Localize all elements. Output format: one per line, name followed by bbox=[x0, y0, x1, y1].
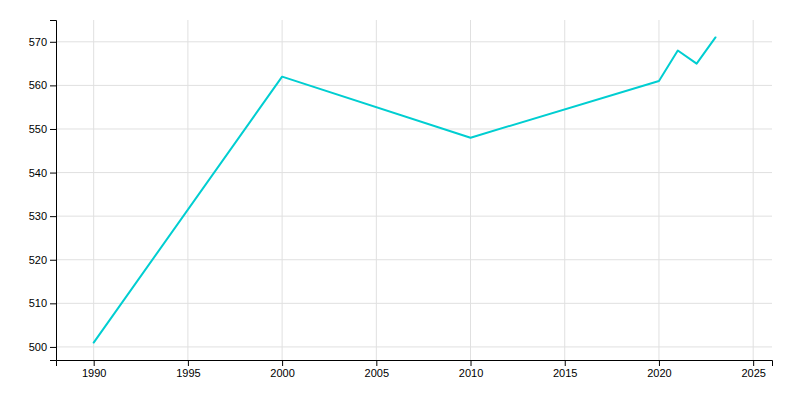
x-axis-tick-mark bbox=[94, 360, 95, 366]
grid-line-y bbox=[56, 259, 772, 260]
x-axis-tick: 2000 bbox=[270, 360, 294, 379]
y-axis-tick: 540 bbox=[29, 167, 56, 179]
y-axis: 500 510 520 530 540 550 560 570 bbox=[29, 21, 57, 361]
chart: 1990 1995 2000 2005 2010 2015 2020 2025 500 510 52… bbox=[0, 0, 800, 400]
x-axis-tick-label: 2020 bbox=[647, 367, 671, 379]
x-axis-tick: 2025 bbox=[741, 360, 765, 379]
y-axis-tick-mark bbox=[50, 347, 56, 348]
y-axis-tick-label: 520 bbox=[29, 254, 47, 266]
y-axis-tick-label: 500 bbox=[29, 341, 47, 353]
grid bbox=[56, 20, 772, 360]
grid-line-x bbox=[187, 20, 188, 360]
x-axis-tick: 2005 bbox=[365, 360, 389, 379]
y-axis-tick-label: 550 bbox=[29, 123, 47, 135]
y-axis-tick: 560 bbox=[29, 79, 56, 91]
x-axis-tick-mark bbox=[659, 360, 660, 366]
y-axis-tick: 530 bbox=[29, 210, 56, 222]
grid-line-y bbox=[56, 128, 772, 129]
grid-line-x bbox=[93, 20, 94, 360]
y-axis-tick-label: 530 bbox=[29, 210, 47, 222]
grid-line-x bbox=[564, 20, 565, 360]
x-axis-line bbox=[57, 361, 773, 367]
x-axis-tick-label: 2000 bbox=[270, 367, 294, 379]
grid-line-y bbox=[56, 85, 772, 86]
grid-line-y bbox=[56, 216, 772, 217]
plot: 1990 1995 2000 2005 2010 2015 2020 2025 500 510 52… bbox=[29, 20, 773, 379]
y-axis-tick: 510 bbox=[29, 297, 56, 309]
grid-line-x bbox=[753, 20, 754, 360]
x-axis-tick-mark bbox=[471, 360, 472, 366]
y-axis-tick-mark bbox=[50, 303, 56, 304]
x-axis-tick: 1990 bbox=[82, 360, 106, 379]
grid-line-y bbox=[56, 41, 772, 42]
y-axis-tick-label: 510 bbox=[29, 297, 47, 309]
y-axis-tick-label: 560 bbox=[29, 79, 47, 91]
y-axis-tick-mark bbox=[50, 260, 56, 261]
grid-line-y bbox=[56, 172, 772, 173]
grid-line-y bbox=[56, 303, 772, 304]
y-axis-tick-mark bbox=[50, 85, 56, 86]
grid-line-y bbox=[56, 346, 772, 347]
x-axis-tick: 2015 bbox=[553, 360, 577, 379]
y-axis-tick-label: 570 bbox=[29, 36, 47, 48]
grid-line-x bbox=[470, 20, 471, 360]
grid-line-x bbox=[282, 20, 283, 360]
x-axis-tick-mark bbox=[282, 360, 283, 366]
y-axis-tick-mark bbox=[50, 173, 56, 174]
x-axis-tick: 1995 bbox=[176, 360, 200, 379]
y-axis-line bbox=[50, 21, 57, 361]
x-axis-tick-mark bbox=[376, 360, 377, 366]
line bbox=[94, 37, 716, 342]
x-axis-tick-label: 1990 bbox=[82, 367, 106, 379]
grid-line-x bbox=[658, 20, 659, 360]
x-axis-tick: 2020 bbox=[647, 360, 671, 379]
x-axis: 1990 1995 2000 2005 2010 2015 2020 2025 bbox=[57, 360, 773, 379]
x-axis-tick-label: 2005 bbox=[365, 367, 389, 379]
grid-line-x bbox=[376, 20, 377, 360]
x-axis-tick: 2010 bbox=[459, 360, 483, 379]
y-axis-tick-mark bbox=[50, 129, 56, 130]
x-axis-tick-label: 2010 bbox=[459, 367, 483, 379]
x-axis-tick-mark bbox=[565, 360, 566, 366]
y-axis-tick-mark bbox=[50, 42, 56, 43]
y-axis-tick-label: 540 bbox=[29, 167, 47, 179]
y-axis-tick: 570 bbox=[29, 36, 56, 48]
x-axis-tick-mark bbox=[753, 360, 754, 366]
marks bbox=[94, 37, 716, 342]
y-axis-tick: 500 bbox=[29, 341, 56, 353]
y-axis-tick: 520 bbox=[29, 254, 56, 266]
y-axis-tick: 550 bbox=[29, 123, 56, 135]
x-axis-tick-mark bbox=[188, 360, 189, 366]
y-axis-tick-mark bbox=[50, 216, 56, 217]
x-axis-tick-label: 1995 bbox=[176, 367, 200, 379]
x-axis-tick-label: 2025 bbox=[741, 367, 765, 379]
x-axis-tick-label: 2015 bbox=[553, 367, 577, 379]
